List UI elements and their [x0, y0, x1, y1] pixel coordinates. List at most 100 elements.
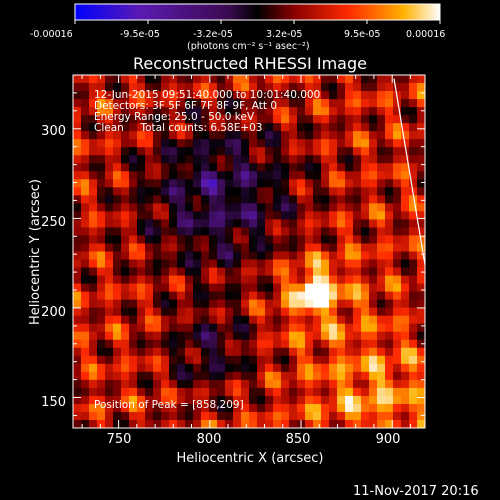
- heatmap-cell: [137, 107, 146, 116]
- heatmap-cell: [177, 267, 186, 277]
- heatmap-cell: [353, 339, 362, 349]
- heatmap-cell: [169, 203, 178, 212]
- heatmap-cell: [209, 123, 218, 132]
- heatmap-cell: [161, 331, 170, 341]
- heatmap-cell: [217, 275, 226, 285]
- heatmap-cell: [345, 259, 354, 269]
- heatmap-cell: [321, 123, 330, 132]
- heatmap-cell: [289, 355, 298, 365]
- heatmap-cell: [105, 139, 114, 148]
- heatmap-cell: [89, 147, 98, 156]
- heatmap-cell: [153, 355, 162, 365]
- heatmap-cell: [265, 131, 274, 140]
- heatmap-cell: [217, 323, 226, 333]
- heatmap-cell: [393, 219, 402, 229]
- heatmap-cell: [105, 211, 114, 221]
- heatmap-cell: [209, 411, 218, 421]
- y-axis-ticks: [73, 74, 425, 416]
- heatmap-cell: [297, 139, 306, 148]
- heatmap-cell: [345, 131, 354, 140]
- heatmap-cell: [81, 139, 90, 148]
- heatmap-cell: [233, 259, 242, 269]
- heatmap-cell: [353, 355, 362, 365]
- heatmap-cell: [137, 195, 146, 204]
- heatmap-cell: [137, 355, 146, 365]
- heatmap-cell: [185, 339, 194, 349]
- heatmap-cell: [353, 267, 362, 277]
- heatmap-cell: [121, 299, 130, 309]
- heatmap-cell: [385, 115, 394, 124]
- heatmap-cell: [345, 251, 354, 261]
- heatmap-cell: [337, 283, 346, 293]
- heatmap-cell: [177, 387, 186, 397]
- y-tick-label: 150: [41, 395, 66, 410]
- heatmap-cell: [321, 299, 330, 309]
- heatmap-cell: [337, 243, 346, 253]
- heatmap-cell: [113, 115, 122, 124]
- timestamp: 11-Nov-2017 20:16: [353, 484, 479, 499]
- heatmap-cell: [153, 363, 162, 373]
- heatmap-cell: [329, 395, 338, 405]
- heatmap-cell: [257, 331, 266, 341]
- heatmap-cell: [73, 139, 82, 148]
- heatmap-cell: [393, 291, 402, 301]
- heatmap-cell: [105, 347, 114, 357]
- heatmap-cell: [73, 243, 82, 253]
- heatmap-cell: [121, 83, 130, 92]
- heatmap-cell: [305, 355, 314, 365]
- heatmap-cell: [393, 211, 402, 221]
- heatmap-cell: [97, 419, 106, 428]
- heatmap-cell: [353, 299, 362, 309]
- heatmap-cell: [161, 195, 170, 204]
- heatmap-cell: [345, 363, 354, 373]
- heatmap-cell: [129, 187, 138, 196]
- heatmap-cell: [121, 219, 130, 229]
- heatmap-cell: [361, 107, 370, 116]
- heatmap-cell: [337, 163, 346, 172]
- heatmap-cell: [209, 163, 218, 172]
- heatmap-cell: [225, 123, 234, 132]
- heatmap-cell: [193, 323, 202, 333]
- heatmap-cell: [209, 395, 218, 405]
- heatmap-cell: [161, 307, 170, 317]
- heatmap-cell: [377, 347, 386, 357]
- heatmap-cell: [369, 331, 378, 341]
- heatmap-cell: [201, 403, 210, 413]
- heatmap-cell: [201, 291, 210, 301]
- heatmap-cell: [217, 307, 226, 317]
- heatmap-cell: [273, 387, 282, 397]
- heatmap-cell: [145, 379, 154, 389]
- heatmap-cell: [241, 403, 250, 413]
- heatmap-cell: [353, 203, 362, 212]
- colorbar-tick-label: -0.00016: [30, 29, 73, 40]
- heatmap-cell: [145, 147, 154, 156]
- heatmap-cell: [257, 267, 266, 277]
- heatmap-cell: [337, 131, 346, 140]
- heatmap-cell: [185, 91, 194, 100]
- heatmap-cell: [145, 347, 154, 357]
- heatmap-cell: [377, 307, 386, 317]
- heatmap-cell: [201, 83, 210, 92]
- heatmap-cell: [321, 115, 330, 124]
- heatmap-cell: [113, 395, 122, 405]
- heatmap-cell: [353, 155, 362, 164]
- heatmap-cell: [337, 363, 346, 373]
- heatmap-cell: [153, 291, 162, 301]
- heatmap-cell: [113, 315, 122, 325]
- heatmap-cell: [129, 171, 138, 180]
- heatmap-cell: [257, 211, 266, 221]
- heatmap-cell: [121, 163, 130, 172]
- heatmap-cell: [393, 371, 402, 381]
- heatmap-cell: [305, 251, 314, 261]
- heatmap-cell: [129, 195, 138, 204]
- heatmap-cell: [113, 411, 122, 421]
- heatmap-cell: [241, 379, 250, 389]
- heatmap-cell: [217, 339, 226, 349]
- heatmap-cell: [297, 387, 306, 397]
- heatmap-cell: [105, 99, 114, 108]
- heatmap-cell: [209, 363, 218, 373]
- heatmap-cell: [233, 227, 242, 237]
- heatmap-cell: [185, 331, 194, 341]
- heatmap-cell: [393, 395, 402, 405]
- heatmap-cell: [401, 411, 410, 421]
